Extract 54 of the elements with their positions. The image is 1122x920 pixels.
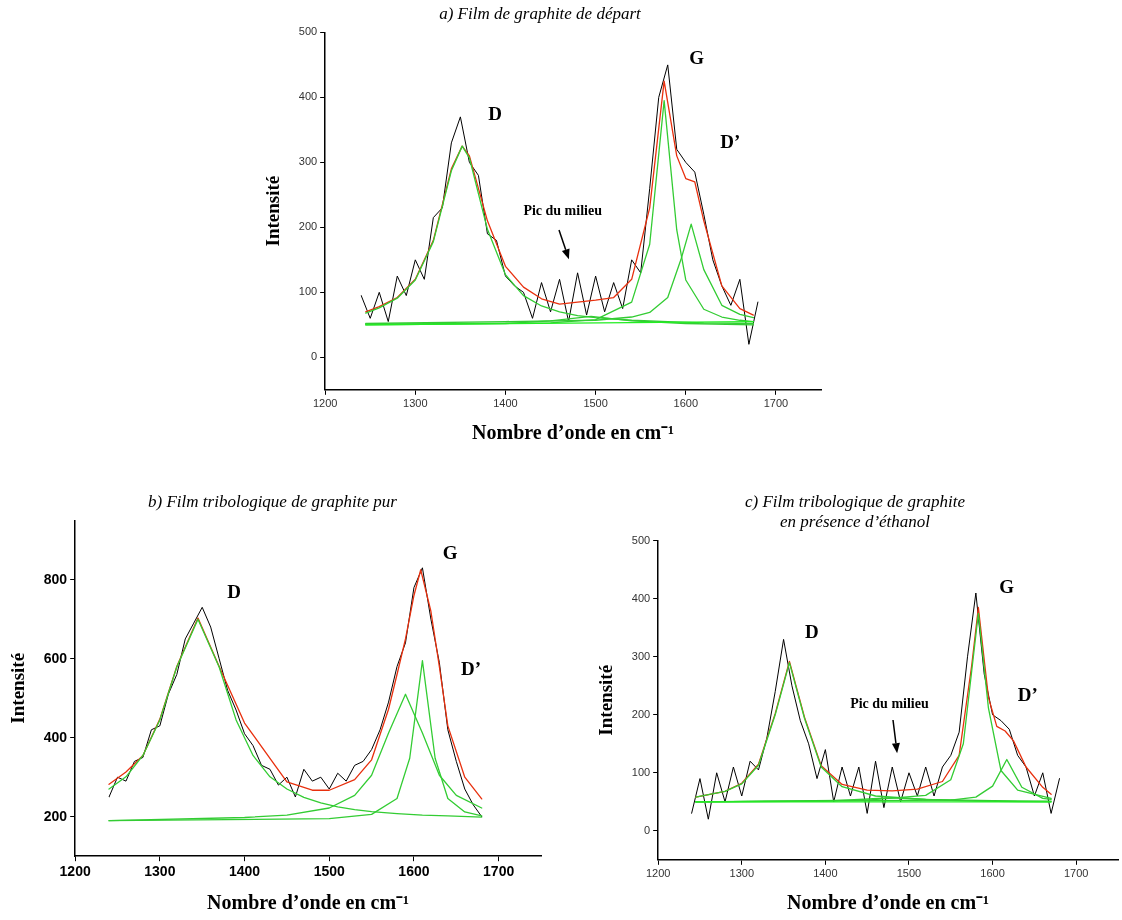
chart-title: a) Film de graphite de départ bbox=[439, 3, 643, 23]
x-tick-label: 1400 bbox=[493, 397, 518, 410]
x-tick-label: 1700 bbox=[483, 863, 515, 880]
x-tick-label: 1300 bbox=[144, 863, 176, 880]
y-tick-label: 400 bbox=[43, 728, 68, 745]
y-tick-label: 500 bbox=[298, 25, 318, 38]
annotation: D bbox=[488, 102, 503, 124]
annotation: Pic du milieu bbox=[523, 202, 603, 218]
y-axis-title: Intensité bbox=[595, 664, 617, 736]
x-tick-label: 1500 bbox=[583, 397, 608, 410]
chart-title: c) Film tribologique de graphite en présence d’éthanol bbox=[744, 491, 966, 532]
y-tick-label: 200 bbox=[43, 807, 68, 824]
y-tick-label: 400 bbox=[298, 90, 318, 103]
annotation: G bbox=[442, 541, 458, 563]
x-axis-title: Nombre d’onde en cm⁻¹ bbox=[472, 421, 675, 444]
x-tick-label: 1700 bbox=[763, 397, 789, 410]
y-axis-title: Intensité bbox=[7, 652, 29, 724]
y-axis-title: Intensité bbox=[262, 175, 284, 247]
annotation: D’ bbox=[720, 131, 741, 153]
y-tick-label: 400 bbox=[631, 591, 651, 604]
y-tick-label: 300 bbox=[631, 649, 651, 662]
y-tick-label: 800 bbox=[43, 570, 68, 587]
x-tick-label: 1300 bbox=[729, 867, 754, 880]
x-tick-label: 1600 bbox=[980, 867, 1005, 880]
annotation: D’ bbox=[461, 658, 482, 680]
x-tick-label: 1600 bbox=[673, 397, 699, 410]
y-tick-label: 100 bbox=[631, 765, 651, 778]
y-tick-label: 0 bbox=[311, 350, 318, 363]
x-tick-label: 1200 bbox=[312, 397, 338, 410]
x-tick-label: 1700 bbox=[1063, 867, 1089, 880]
y-tick-label: 200 bbox=[298, 220, 318, 233]
annotation: D bbox=[227, 581, 241, 603]
x-tick-label: 1500 bbox=[896, 867, 922, 880]
x-tick-label: 1400 bbox=[813, 867, 838, 880]
y-tick-label: 300 bbox=[298, 155, 318, 168]
y-tick-label: 0 bbox=[644, 823, 651, 836]
annotation: G bbox=[689, 46, 705, 68]
annotation: D bbox=[804, 621, 819, 643]
x-tick-label: 1500 bbox=[313, 863, 346, 880]
annotation: Pic du milieu bbox=[850, 695, 929, 711]
y-tick-label: 200 bbox=[631, 707, 651, 720]
x-tick-label: 1200 bbox=[645, 867, 671, 880]
x-axis-title: Nombre d’onde en cm⁻¹ bbox=[787, 891, 990, 914]
y-tick-label: 600 bbox=[43, 649, 68, 666]
y-tick-label: 500 bbox=[631, 533, 651, 546]
annotation: D’ bbox=[1017, 684, 1038, 706]
x-tick-label: 1600 bbox=[398, 863, 430, 880]
x-tick-label: 1400 bbox=[228, 863, 261, 880]
x-tick-label: 1300 bbox=[403, 397, 428, 410]
y-tick-label: 100 bbox=[298, 285, 318, 298]
x-axis-title: Nombre d’onde en cm⁻¹ bbox=[207, 891, 410, 914]
x-tick-label: 1200 bbox=[59, 863, 91, 880]
chart-title: b) Film tribologique de graphite pur bbox=[148, 491, 398, 511]
annotation: G bbox=[999, 576, 1015, 598]
